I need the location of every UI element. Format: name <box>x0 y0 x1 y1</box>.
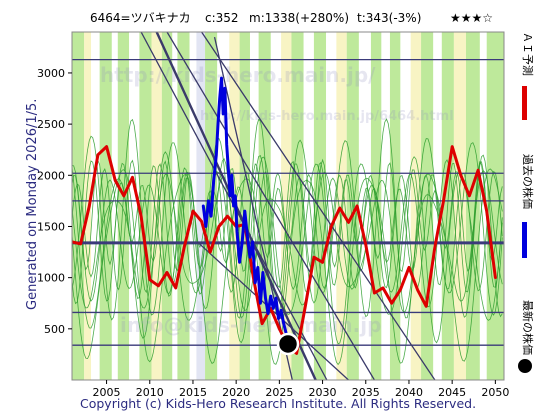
band <box>151 32 162 380</box>
trend-lines <box>140 32 436 380</box>
watermarks: http://kids-hero.main.jp/ http://kids-he… <box>100 63 454 337</box>
legend: ＡＩ予測 過去の株価 最新の株価 <box>518 32 535 373</box>
x-tick-label: 2030 <box>309 386 337 399</box>
plot-frame <box>71 31 505 381</box>
trend-line <box>166 32 375 380</box>
band <box>486 32 504 380</box>
y-tick-label: 500 <box>44 323 65 336</box>
band <box>291 32 304 380</box>
x-tick-label: 2005 <box>93 386 121 399</box>
band <box>196 32 206 380</box>
band <box>239 32 250 380</box>
y-tick-label: 2500 <box>37 118 65 131</box>
header-mid-price: m:1338(+280%) <box>249 11 349 25</box>
x-tick-label: 2010 <box>136 386 164 399</box>
legend-prediction-label: ＡＩ予測 <box>521 32 535 76</box>
legend-prediction-swatch <box>522 86 527 120</box>
y-tick-label: 1000 <box>37 272 65 285</box>
band <box>99 32 112 380</box>
latest-price-dot <box>276 332 300 356</box>
legend-past-label: 過去の株価 <box>521 154 535 209</box>
band <box>161 32 173 380</box>
cycle-line <box>72 168 503 366</box>
x-tick-label: 2020 <box>222 386 250 399</box>
x-tick-label: 2025 <box>265 386 293 399</box>
band <box>84 32 92 380</box>
x-axis: 2005 2010 2015 2020 2025 2030 2035 2040 2045 2050 <box>93 380 509 399</box>
legend-latest-label: 最新の株価 <box>521 300 535 355</box>
x-tick-label: 2045 <box>438 386 466 399</box>
y-axis: 500 1000 1500 2000 2500 3000 <box>37 67 72 336</box>
cycle-line <box>72 159 503 294</box>
watermark-mail: info@kids-hero.main.jp <box>120 313 381 337</box>
y-tick-label: 3000 <box>37 67 65 80</box>
band <box>453 32 466 380</box>
y-tick-label: 2000 <box>37 169 65 182</box>
band <box>117 32 130 380</box>
band <box>281 32 292 380</box>
header-current-price: c:352 <box>205 11 239 25</box>
watermark-url: http://kids-hero.main.jp/ <box>100 63 376 87</box>
header-target-price: t:343(-3%) <box>357 11 421 25</box>
horizontal-levels <box>72 58 504 346</box>
cycle-line <box>72 160 503 305</box>
x-tick-label: 2050 <box>481 386 509 399</box>
latest-price-layer <box>276 332 300 356</box>
legend-past-swatch <box>522 222 527 258</box>
legend-latest-dot <box>518 359 532 373</box>
series-past-price <box>201 76 290 346</box>
band <box>410 32 422 380</box>
band <box>72 32 85 380</box>
trend-line <box>201 32 436 380</box>
x-tick-label: 2040 <box>395 386 423 399</box>
y-tick-label: 1500 <box>37 220 65 233</box>
x-tick-label: 2015 <box>179 386 207 399</box>
x-tick-label: 2035 <box>352 386 380 399</box>
header-star-rating: ★★★☆ <box>450 11 493 25</box>
generated-date-label: Generated on Monday 2026/1/5. <box>25 99 40 310</box>
cycle-line <box>72 158 503 273</box>
trend-line <box>213 36 293 380</box>
watermark-page: http://kids-hero.main.jp/6464.html <box>200 109 454 124</box>
copyright-footer: Copyright (c) Kids-Hero Research Institu… <box>80 396 476 411</box>
header-code-name: 6464=ツバキナカ <box>90 11 191 25</box>
